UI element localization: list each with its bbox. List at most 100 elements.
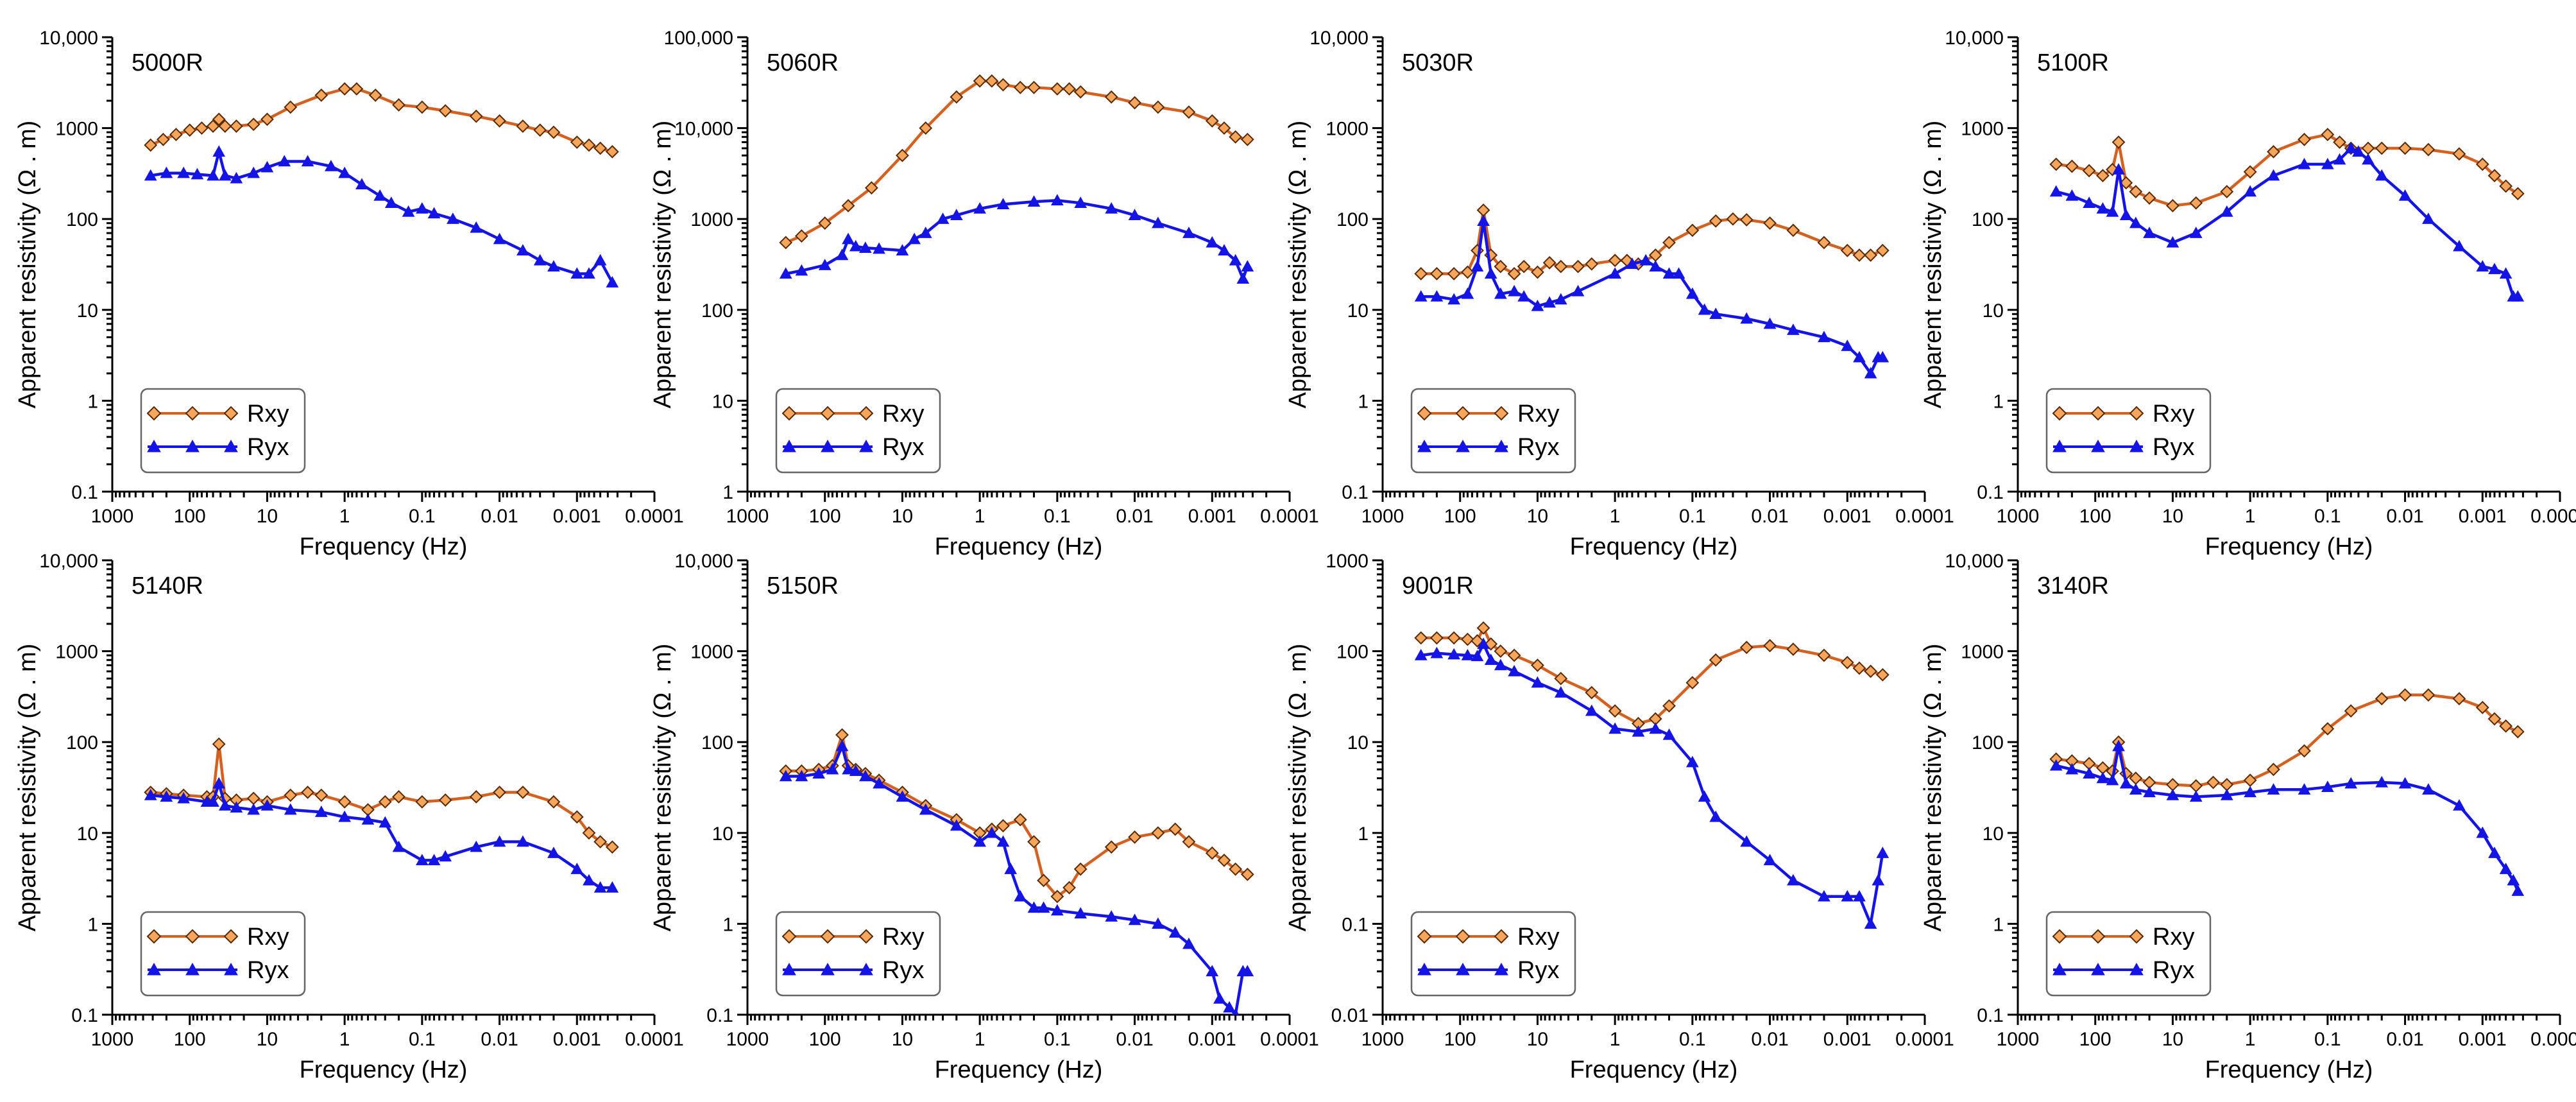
- legend-rxy-marker: [146, 929, 162, 944]
- ryx-point: [2511, 884, 2525, 896]
- ryx-point: [207, 169, 219, 181]
- ryx-point: [1571, 284, 1585, 297]
- ryx-point: [858, 770, 872, 782]
- series-line-ryx: [1420, 642, 1884, 926]
- ryx-point: [218, 799, 232, 811]
- rxy-point: [2375, 141, 2389, 155]
- ryx-point: [2362, 153, 2375, 165]
- legend-box: [2045, 388, 2212, 474]
- legend-ryx-marker: [185, 962, 200, 976]
- ryx-point: [230, 171, 243, 184]
- rxy-point: [1205, 846, 1219, 860]
- ryx-point: [1763, 317, 1777, 329]
- legend-ryx-marker: [821, 962, 835, 976]
- rxy-point: [2267, 762, 2280, 777]
- x-axis-title: Frequency (Hz): [935, 1056, 1103, 1083]
- ryx-point: [919, 803, 932, 815]
- rxy-point: [605, 144, 619, 159]
- ryx-point: [1229, 254, 1242, 266]
- y-tick-label: 10,000: [1945, 551, 2004, 572]
- ryx-point: [2453, 799, 2466, 811]
- ryx-point: [1864, 366, 1877, 379]
- rxy-point: [2452, 147, 2466, 161]
- ryx-point: [842, 762, 855, 775]
- rxy-point: [1662, 699, 1676, 713]
- rxy-point: [144, 138, 158, 152]
- y-tick-label: 100: [1336, 209, 1369, 230]
- ryx-point: [1494, 287, 1507, 299]
- ryx-point: [1477, 214, 1490, 227]
- rxy-point: [2049, 157, 2063, 171]
- x-tick-label: 10: [257, 1029, 278, 1050]
- ryx-point: [1213, 992, 1226, 1004]
- ryx-point: [207, 795, 219, 807]
- ryx-point: [355, 178, 368, 190]
- ryx-point: [1074, 907, 1088, 918]
- rxy-point: [2111, 135, 2126, 149]
- series-group: [2049, 128, 2525, 302]
- x-tick-label: 1000: [726, 1029, 769, 1050]
- rxy-point: [1585, 257, 1599, 271]
- x-tick-label: 0.01: [1751, 1029, 1788, 1050]
- y-tick-label: 1000: [1326, 551, 1369, 572]
- ryx-point: [919, 227, 932, 238]
- ryx-point: [873, 242, 885, 254]
- rxy-point: [1128, 830, 1141, 844]
- rxy-point: [1205, 114, 1219, 128]
- rxy-point: [2243, 773, 2257, 788]
- rxy-point: [493, 114, 506, 128]
- x-tick-label: 1: [1610, 506, 1621, 527]
- rxy-point: [547, 795, 561, 809]
- legend-rxy-marker: [1494, 929, 1509, 944]
- legend-rxy-marker: [2090, 929, 2106, 944]
- rxy-point: [218, 119, 232, 133]
- y-tick-label: 0.1: [1977, 1005, 2004, 1026]
- x-tick-label: 0.01: [1116, 506, 1153, 527]
- legend-label: Rxy: [2153, 400, 2194, 427]
- rxy-point: [1685, 676, 1700, 690]
- rxy-point: [2375, 692, 2389, 706]
- legend-label: Ryx: [882, 957, 924, 984]
- rxy-point: [2220, 778, 2234, 791]
- ryx-point: [818, 259, 832, 270]
- x-tick-label: 0.1: [2314, 506, 2341, 527]
- ryx-point: [493, 232, 506, 245]
- station-label: 5060R: [767, 49, 839, 76]
- rxy-point: [779, 236, 793, 250]
- ryx-point: [1027, 901, 1041, 913]
- ryx-point: [849, 764, 862, 777]
- ryx-point: [247, 803, 260, 815]
- ryx-point: [1004, 863, 1018, 874]
- ryx-point: [1864, 917, 1877, 929]
- rxy-point: [314, 788, 328, 802]
- ryx-point: [1698, 303, 1711, 315]
- legend-rxy-marker: [2129, 929, 2144, 944]
- legend-ryx-marker: [224, 439, 238, 452]
- rxy-point: [350, 82, 364, 96]
- ryx-point: [2189, 790, 2203, 802]
- y-tick-label: 10,000: [39, 551, 98, 572]
- rxy-point: [229, 119, 243, 133]
- series-line-rxy: [150, 743, 613, 848]
- series-group: [779, 728, 1254, 1015]
- rxy-point: [1864, 664, 1878, 678]
- ryx-point: [606, 881, 619, 893]
- series-group: [779, 74, 1254, 284]
- ryx-point: [1740, 835, 1753, 847]
- legend-rxy-marker: [223, 406, 239, 421]
- rxy-point: [246, 117, 260, 132]
- legend: Rxy Ryx: [140, 911, 306, 997]
- x-tick-label: 0.01: [2386, 506, 2423, 527]
- x-tick-label: 100: [1444, 1029, 1476, 1050]
- rxy-point: [2475, 700, 2489, 714]
- ryx-point: [2298, 157, 2311, 169]
- rxy-point: [2452, 692, 2466, 706]
- rxy-point: [2321, 722, 2335, 736]
- ryx-point: [1698, 790, 1711, 802]
- rxy-point: [1104, 840, 1118, 854]
- x-tick-label: 0.1: [409, 506, 436, 527]
- station-label: 5030R: [1402, 49, 1474, 76]
- ryx-point: [1508, 664, 1521, 676]
- x-tick-label: 0.01: [1116, 1029, 1153, 1050]
- ryx-point: [779, 267, 792, 279]
